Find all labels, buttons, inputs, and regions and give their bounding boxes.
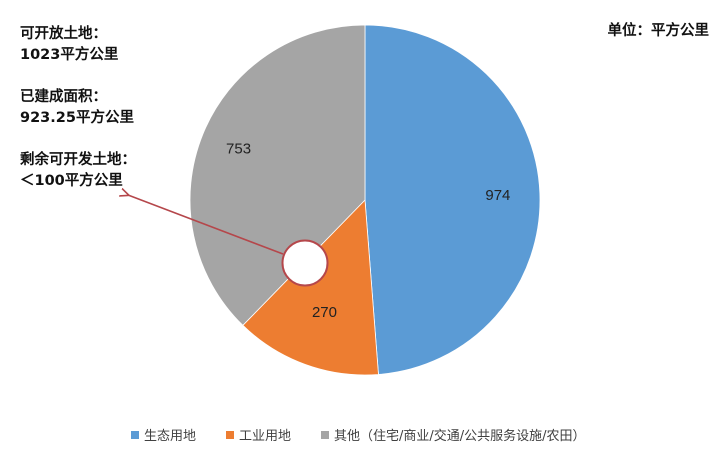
legend-item-ecological: 生态用地 [131,425,196,444]
legend-swatch-orange [226,430,235,439]
pie-chart: 974 270 753 [0,24,541,376]
legend-swatch-gray [321,430,330,439]
pie-data-label: 753 [226,141,251,158]
annotation-arrow [128,195,284,255]
highlight-circle-marker [281,239,329,287]
annotation-remaining-land-title: 剩余可开发土地： [20,152,136,168]
annotation-open-land-title: 可开放土地： [20,26,107,42]
unit-label: 单位：平方公里 [607,23,710,39]
annotation-built-area-title: 已建成面积： [20,89,107,105]
annotation-built-area-value: 923.25平方公里 [20,110,134,126]
legend-swatch-blue [131,430,139,439]
legend-label: 其他（住宅/商业/交通/公共服务设施/农田） [334,429,586,444]
chart-legend: 生态用地 工业用地 其他（住宅/商业/交通/公共服务设施/农田） [131,425,616,444]
pie-slices [189,24,541,376]
annotation-open-land-value: 1023平方公里 [20,47,119,63]
pie-slice-industrial [242,199,379,376]
pie-slice-other [189,24,366,326]
annotation-built-area: 已建成面积： 923.25平方公里 [20,87,134,129]
legend-item-industrial: 工业用地 [226,425,291,444]
pie-slice-ecological [364,24,541,375]
annotation-remaining-land-value: ＜100平方公里 [20,173,123,189]
legend-item-other: 其他（住宅/商业/交通/公共服务设施/农田） [321,425,586,444]
legend-label: 工业用地 [239,429,292,444]
pie-data-labels: 974 270 753 [226,141,510,321]
pie-data-label: 270 [312,304,337,321]
legend-label: 生态用地 [144,429,197,444]
pie-data-label: 974 [485,187,510,204]
annotation-open-land: 可开放土地： 1023平方公里 [20,24,118,66]
annotation-remaining-land: 剩余可开发土地： ＜100平方公里 [20,150,136,192]
